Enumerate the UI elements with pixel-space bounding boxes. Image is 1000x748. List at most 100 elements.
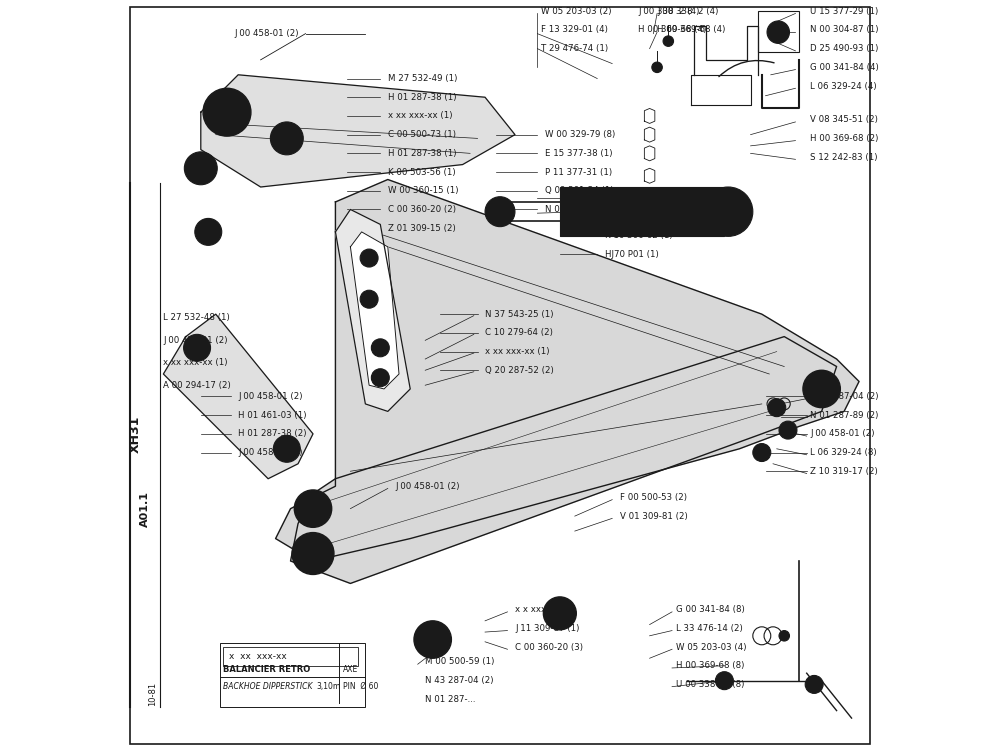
- Circle shape: [813, 380, 831, 398]
- Text: Z 10 319-17 (2): Z 10 319-17 (2): [810, 467, 878, 476]
- Text: PIN  Ø 60: PIN Ø 60: [343, 682, 378, 691]
- Polygon shape: [163, 314, 313, 479]
- Circle shape: [772, 402, 782, 413]
- Text: W 05 203-03 (2): W 05 203-03 (2): [541, 7, 612, 16]
- Circle shape: [294, 490, 332, 527]
- Text: A01.1: A01.1: [140, 491, 150, 527]
- Text: H 00 369-68 (8): H 00 369-68 (8): [676, 661, 744, 670]
- Circle shape: [485, 197, 515, 227]
- Text: L 33 476-14 (2): L 33 476-14 (2): [676, 624, 743, 633]
- Bar: [560, 187, 724, 236]
- Circle shape: [414, 621, 451, 658]
- Circle shape: [360, 249, 378, 267]
- Text: J 00 458-01 (2): J 00 458-01 (2): [395, 482, 460, 491]
- Circle shape: [371, 369, 389, 387]
- Circle shape: [703, 187, 753, 236]
- Circle shape: [783, 425, 793, 435]
- Text: T 29 476-74 (1): T 29 476-74 (1): [541, 44, 608, 53]
- Text: D 25 490-93 (1): D 25 490-93 (1): [810, 44, 879, 53]
- Text: S 12 242-83 (1): S 12 242-83 (1): [810, 153, 878, 162]
- Polygon shape: [201, 75, 515, 187]
- Text: P 11 377-31 (1): P 11 377-31 (1): [545, 168, 612, 177]
- Text: J 00 458-01 (2): J 00 458-01 (2): [810, 429, 875, 438]
- Circle shape: [779, 421, 797, 439]
- Text: H 01 287-38 (2): H 01 287-38 (2): [238, 429, 307, 438]
- Text: Q 09 301-34 (1): Q 09 301-34 (1): [545, 186, 614, 195]
- Text: x x xxx-xx (1): x x xxx-xx (1): [515, 605, 574, 614]
- Text: H 01 287-38 (1): H 01 287-38 (1): [388, 149, 456, 158]
- Text: J 00 458-01 (2): J 00 458-01 (2): [234, 29, 299, 38]
- Text: XH31: XH31: [128, 415, 141, 453]
- Text: J 00 338  2 (4): J 00 338 2 (4): [657, 7, 718, 16]
- Circle shape: [304, 500, 322, 518]
- Circle shape: [360, 290, 378, 308]
- Text: J 00 458-01 (1): J 00 458-01 (1): [238, 448, 303, 457]
- Circle shape: [767, 21, 789, 43]
- Text: W 00 329-79 (8): W 00 329-79 (8): [545, 130, 615, 139]
- Text: E 15 377-38 (1): E 15 377-38 (1): [545, 149, 612, 158]
- Text: H 01 287-38 (1): H 01 287-38 (1): [388, 93, 456, 102]
- Text: U 15 377-29 (1): U 15 377-29 (1): [810, 7, 879, 16]
- Text: N 01 287-...: N 01 287-...: [425, 695, 476, 704]
- Text: J 00 458-01 (2): J 00 458-01 (2): [238, 392, 303, 401]
- Text: L 27 532-48 (1): L 27 532-48 (1): [163, 313, 230, 322]
- Circle shape: [757, 447, 767, 458]
- Text: BALANCIER RETRO: BALANCIER RETRO: [223, 665, 310, 674]
- Text: W 00 360-15 (1): W 00 360-15 (1): [388, 186, 458, 195]
- Text: BACKHOE DIPPERSTICK: BACKHOE DIPPERSTICK: [223, 682, 313, 691]
- Bar: [223, 647, 358, 666]
- Circle shape: [184, 334, 211, 361]
- Text: H 00 369-68 (2): H 00 369-68 (2): [810, 134, 879, 143]
- Circle shape: [779, 631, 789, 641]
- Text: x  xx  xxx-xx: x xx xxx-xx: [229, 652, 287, 661]
- Circle shape: [652, 62, 662, 73]
- Text: W 05 203-03 (4): W 05 203-03 (4): [676, 643, 746, 652]
- Text: C 00 360-20 (2): C 00 360-20 (2): [388, 205, 456, 214]
- Text: Q 20 287-52 (2): Q 20 287-52 (2): [485, 366, 554, 375]
- Text: C 00 500-73 (1): C 00 500-73 (1): [388, 130, 456, 139]
- Text: N 00 304-87 (1): N 00 304-87 (1): [810, 25, 879, 34]
- Text: H 01 461-03 (1): H 01 461-03 (1): [238, 411, 307, 420]
- Text: G 00 341-84 (4): G 00 341-84 (4): [810, 63, 879, 72]
- Text: F 13 329-01 (4): F 13 329-01 (4): [541, 25, 608, 34]
- Text: x xx xxx-xx (1): x xx xxx-xx (1): [388, 111, 452, 120]
- Text: N 43 287-04 (2): N 43 287-04 (2): [425, 676, 494, 685]
- Circle shape: [215, 100, 239, 124]
- Text: A 00 294-17 (2): A 00 294-17 (2): [163, 381, 231, 390]
- Text: K 10 306-62 (1): K 10 306-62 (1): [605, 231, 672, 240]
- Polygon shape: [335, 209, 410, 411]
- Text: J 11 309-87 (1): J 11 309-87 (1): [515, 624, 579, 633]
- Text: N 00 304-87 (1): N 00 304-87 (1): [545, 205, 613, 214]
- Text: x xx xxx-xx (1): x xx xxx-xx (1): [485, 347, 550, 356]
- Circle shape: [303, 543, 323, 564]
- Text: V 01 309-81 (2): V 01 309-81 (2): [620, 512, 687, 521]
- Text: N 37 543-25 (1): N 37 543-25 (1): [485, 310, 554, 319]
- Text: AXE: AXE: [343, 665, 358, 674]
- Text: N 43 287-04 (2): N 43 287-04 (2): [810, 392, 879, 401]
- Text: Z 01 309-15 (2): Z 01 309-15 (2): [388, 224, 456, 233]
- Text: 10-81: 10-81: [148, 682, 157, 706]
- Circle shape: [195, 218, 222, 245]
- Circle shape: [273, 435, 300, 462]
- Polygon shape: [350, 232, 399, 389]
- Circle shape: [203, 88, 251, 136]
- Text: x xx xxx-xx (1): x xx xxx-xx (1): [163, 358, 228, 367]
- Text: M 00 500-59 (1): M 00 500-59 (1): [425, 657, 495, 666]
- Text: L 06 329-24 (4): L 06 329-24 (4): [810, 82, 877, 91]
- Text: L 06 329-24 (8): L 06 329-24 (8): [810, 448, 877, 457]
- Polygon shape: [291, 337, 837, 583]
- Circle shape: [805, 675, 823, 693]
- Text: 3,10m: 3,10m: [317, 682, 341, 691]
- Text: N 01 287-89 (2): N 01 287-89 (2): [810, 411, 879, 420]
- Bar: [758, 11, 799, 52]
- Circle shape: [543, 597, 576, 630]
- Text: G 00 341-84 (8): G 00 341-84 (8): [676, 605, 745, 614]
- Text: V 08 345-51 (2): V 08 345-51 (2): [810, 115, 878, 124]
- Circle shape: [768, 399, 786, 417]
- Circle shape: [292, 533, 334, 574]
- Text: M 27 532-49 (1): M 27 532-49 (1): [388, 74, 457, 83]
- Text: U 00 338-74 (8): U 00 338-74 (8): [676, 680, 744, 689]
- Circle shape: [715, 672, 733, 690]
- Text: C 00 360-20 (3): C 00 360-20 (3): [515, 643, 583, 652]
- Circle shape: [270, 122, 303, 155]
